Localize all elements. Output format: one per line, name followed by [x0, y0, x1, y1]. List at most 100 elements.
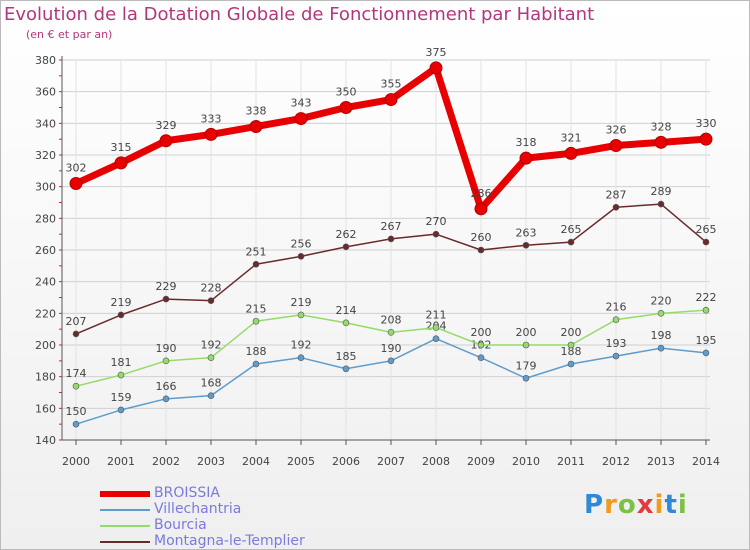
data-point [117, 371, 125, 379]
x-tick-label: 2008 [422, 455, 450, 468]
x-tick-label: 2012 [602, 455, 630, 468]
data-point [384, 93, 398, 107]
legend-swatch [100, 509, 150, 511]
x-tick-label: 2001 [107, 455, 135, 468]
data-point [249, 120, 263, 133]
x-tick-label: 2004 [242, 455, 270, 468]
data-label: 200 [516, 326, 537, 339]
data-point [567, 360, 575, 368]
data-point [342, 243, 350, 251]
data-point [657, 310, 665, 317]
x-tick-label: 2000 [62, 455, 90, 468]
data-label: 328 [651, 120, 672, 133]
data-point [477, 341, 485, 349]
x-tick-label: 2005 [287, 455, 315, 468]
data-point [657, 200, 665, 208]
y-tick-label: 220 [35, 307, 56, 320]
data-point [702, 238, 710, 246]
data-label: 228 [201, 282, 222, 295]
data-label: 333 [201, 112, 222, 125]
data-label: 185 [336, 350, 357, 363]
y-tick-label: 180 [35, 371, 56, 384]
data-label: 375 [426, 46, 447, 59]
y-tick-label: 200 [35, 339, 56, 352]
data-point [522, 241, 530, 249]
x-tick-label: 2007 [377, 455, 405, 468]
data-point [114, 156, 128, 170]
data-label: 159 [111, 391, 132, 404]
data-point [477, 354, 485, 361]
y-tick-label: 360 [35, 86, 56, 99]
data-point [387, 235, 395, 243]
data-point [654, 135, 668, 149]
data-point [387, 357, 395, 365]
data-point [162, 357, 170, 365]
data-label: 355 [381, 78, 402, 91]
x-tick-label: 2002 [152, 455, 180, 468]
data-label: 318 [516, 136, 537, 149]
data-label: 190 [381, 342, 402, 355]
data-point [429, 61, 443, 75]
y-tick-label: 380 [35, 54, 56, 67]
data-label: 211 [426, 309, 447, 322]
data-point [474, 202, 488, 216]
data-point [657, 344, 665, 352]
data-point [297, 354, 305, 361]
data-label: 215 [246, 302, 267, 315]
data-label: 207 [66, 315, 87, 328]
data-point [387, 329, 395, 336]
legend-swatch [100, 541, 150, 543]
data-label: 192 [291, 339, 312, 352]
x-tick-label: 2006 [332, 455, 360, 468]
data-point [567, 341, 575, 349]
data-point [342, 319, 350, 327]
data-point [699, 132, 713, 146]
chart-subtitle: (en € et par an) [26, 28, 113, 41]
data-label: 321 [561, 131, 582, 144]
legend-swatch [100, 525, 150, 527]
data-label: 350 [336, 86, 357, 99]
data-label: 265 [696, 223, 717, 236]
x-tick-label: 2011 [557, 455, 585, 468]
y-tick-label: 280 [35, 212, 56, 225]
data-label: 216 [606, 301, 627, 314]
data-point [294, 112, 308, 126]
data-point [252, 360, 260, 368]
data-label: 229 [156, 280, 177, 293]
data-label: 256 [291, 237, 312, 250]
data-point [162, 395, 170, 403]
data-point [432, 230, 440, 238]
data-label: 219 [111, 296, 132, 309]
data-point [72, 330, 80, 338]
y-tick-label: 320 [35, 149, 56, 162]
data-point [72, 382, 80, 390]
y-tick-label: 260 [35, 244, 56, 257]
data-label: 286 [471, 187, 492, 200]
data-point [204, 127, 218, 141]
data-point [477, 246, 485, 254]
data-point [612, 352, 620, 360]
data-point [522, 374, 530, 382]
data-point [117, 311, 125, 319]
data-label: 181 [111, 356, 132, 369]
data-label: 188 [246, 345, 267, 358]
data-label: 219 [291, 296, 312, 309]
data-label: 265 [561, 223, 582, 236]
data-point [207, 354, 215, 361]
data-label: 198 [651, 329, 672, 342]
y-tick-label: 160 [35, 402, 56, 415]
data-label: 222 [696, 291, 717, 304]
data-label: 251 [246, 245, 267, 258]
legend-label: BROISSIA [154, 485, 220, 501]
y-tick-label: 240 [35, 276, 56, 289]
data-label: 174 [66, 367, 87, 380]
y-tick-label: 300 [35, 181, 56, 194]
data-point [432, 324, 440, 331]
data-label: 343 [291, 97, 312, 110]
data-point [612, 203, 620, 211]
data-label: 190 [156, 342, 177, 355]
data-label: 289 [651, 185, 672, 198]
legend-label: Bourcia [154, 517, 207, 533]
data-label: 168 [201, 377, 222, 390]
